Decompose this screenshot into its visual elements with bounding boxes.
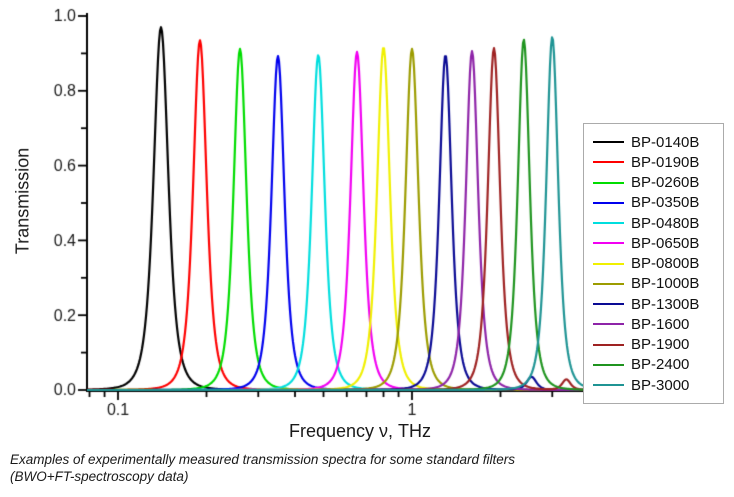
legend-box: BP-0140B BP-0190B BP-0260B BP-0350B BP-0… [583, 123, 724, 404]
legend-line-swatch [593, 181, 624, 184]
legend-line-swatch [593, 222, 624, 224]
legend-item: BP-0350B [584, 194, 723, 212]
legend-label: BP-1000B [631, 275, 700, 293]
legend-label: BP-0480B [631, 214, 700, 232]
legend-line-swatch [593, 262, 624, 265]
legend-label: BP-0260B [631, 174, 700, 191]
legend-label: BP-0140B [631, 133, 700, 151]
caption-line-1: Examples of experimentally measured tran… [10, 452, 515, 467]
legend-line-swatch [593, 303, 624, 305]
legend-line-swatch [593, 161, 624, 164]
legend-label: BP-0800B [631, 255, 700, 272]
legend-line-swatch [593, 201, 624, 204]
legend-item: BP-0260B [584, 174, 723, 192]
legend-label: BP-2400 [631, 356, 690, 374]
legend-line-swatch [593, 343, 624, 346]
legend-item: BP-1300B [584, 295, 723, 313]
legend-item: BP-1600 [584, 315, 723, 333]
legend-label: BP-0190B [631, 153, 700, 171]
y-axis-title: Transmission [12, 147, 33, 255]
caption-line-2: (BWO+FT-spectroscopy data) [10, 468, 189, 484]
legend-label: BP-1300B [631, 295, 700, 313]
legend-line-swatch [593, 242, 624, 245]
legend-label: BP-3000 [631, 376, 690, 394]
legend-line-swatch [593, 384, 624, 386]
legend-item: BP-1900 [584, 336, 723, 354]
legend-label: BP-1600 [631, 315, 690, 333]
figure-caption: Examples of experimentally measured tran… [10, 452, 515, 486]
legend-line-swatch [593, 363, 624, 366]
legend-label: BP-0650B [631, 234, 700, 252]
x-axis-title: Frequency ν, THz [288, 421, 432, 441]
legend-item: BP-0140B [584, 133, 723, 151]
legend-label: BP-0350B [631, 194, 700, 212]
legend-item: BP-0800B [584, 255, 723, 273]
legend-line-swatch [593, 282, 624, 285]
legend-item: BP-0480B [584, 214, 723, 232]
legend-line-swatch [593, 323, 624, 326]
legend-item: BP-3000 [584, 376, 723, 394]
legend-item: BP-0190B [584, 153, 723, 171]
legend-line-swatch [593, 141, 624, 143]
legend-item: BP-1000B [584, 275, 723, 293]
legend-label: BP-1900 [631, 336, 690, 353]
legend-item: BP-2400 [584, 356, 723, 374]
legend-item: BP-0650B [584, 234, 723, 252]
